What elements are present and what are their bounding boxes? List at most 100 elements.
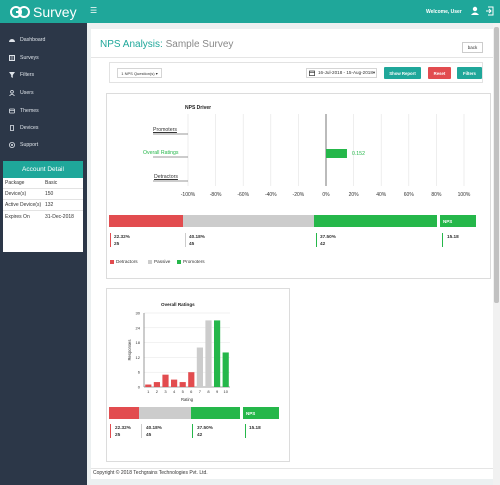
dashboard-icon — [9, 39, 15, 42]
sidebar-item-users[interactable]: Users — [0, 87, 87, 99]
divider — [91, 468, 493, 469]
x-tick-label: 9 — [216, 389, 219, 394]
account-row-value: 132 — [45, 202, 54, 208]
overall-ratings-card: Overall Ratings 0 6 12 18 24 30 1 2 3 4 5 6 7 8 9 10 Rati… — [106, 288, 290, 462]
legend-swatch — [177, 259, 181, 264]
sidebar-item-surveys[interactable]: Surveys — [0, 52, 87, 64]
x-tick-label: -60% — [237, 192, 249, 198]
y-tick-label: 18 — [136, 340, 141, 345]
x-tick-label: 8 — [207, 389, 210, 394]
account-row: Device(s) 150 — [3, 189, 83, 200]
y-tick-label: 12 — [136, 355, 141, 360]
x-tick-label: 20% — [349, 192, 360, 198]
date-range-value: 16-Jul-2018 - 15-Aug-2018▾ — [318, 70, 376, 75]
passive-pct: 40.18% — [146, 425, 162, 430]
account-row-value: 150 — [45, 191, 54, 197]
x-tick-label: -20% — [293, 192, 305, 198]
rating-bar — [171, 379, 178, 387]
app-logo[interactable]: Survey — [10, 3, 77, 20]
user-icon[interactable] — [469, 5, 481, 17]
detractors-segment — [109, 215, 183, 227]
themes-icon — [9, 108, 15, 114]
scrollbar-thumb[interactable] — [494, 27, 499, 303]
sidebar: Dashboard Surveys Filters Users Themes D… — [0, 23, 87, 485]
account-row: Package Basic — [3, 178, 83, 189]
y-tick-label: 0 — [138, 385, 141, 390]
x-tick-label: 6 — [190, 389, 193, 394]
filters-button[interactable]: Filters — [457, 67, 482, 79]
x-axis-label: Rating — [181, 397, 194, 402]
passive-count: 45 — [146, 432, 152, 437]
legend-swatch — [148, 259, 152, 264]
x-tick-label: -100% — [181, 192, 196, 198]
page-scrollbar[interactable] — [493, 23, 500, 485]
x-tick-label: 1 — [147, 389, 150, 394]
sidebar-item-label: Devices — [20, 125, 39, 131]
passive-stat: 40.18% 45 — [189, 233, 205, 247]
stat-marker — [110, 233, 111, 247]
x-tick-label: 100% — [458, 192, 471, 198]
calendar-icon — [309, 70, 315, 76]
devices-icon — [10, 125, 14, 131]
logout-icon[interactable] — [485, 5, 497, 17]
passive-segment — [183, 215, 314, 227]
legend-passive: Passive — [148, 259, 170, 264]
passive-stat: 40.18% 45 — [146, 424, 162, 438]
chart-title: NPS Driver — [185, 105, 212, 111]
x-tick-label: 5 — [182, 389, 185, 394]
category-label-detractors: Detractors — [154, 174, 178, 180]
x-tick-label: 60% — [404, 192, 415, 198]
legend-label: Passive — [154, 259, 171, 264]
account-row-label: Package — [5, 180, 25, 186]
date-range-picker[interactable]: 16-Jul-2018 - 15-Aug-2018▾ — [306, 68, 377, 78]
detractors-segment — [109, 407, 139, 419]
footer-copyright: Copyright © 2018 Techgrains Technologies… — [93, 470, 208, 476]
back-button[interactable]: back — [462, 42, 483, 53]
nps-value: 15.18 — [249, 425, 261, 430]
nps-segment: NPS — [243, 407, 279, 419]
menu-toggle-icon[interactable]: ☰ — [90, 6, 98, 15]
nps-driver-card: NPS Driver Promoters Overall Ratings Det… — [106, 93, 491, 279]
promoters-count: 42 — [320, 241, 326, 246]
account-row-label: Active Device(s) — [5, 202, 42, 208]
category-label-promoters: Promoters — [153, 127, 177, 133]
legend-label: Promoters — [183, 259, 205, 264]
detractors-pct: 22.32% — [114, 234, 130, 239]
detractors-pct: 22.32% — [115, 425, 131, 430]
sidebar-item-themes[interactable]: Themes — [0, 105, 87, 117]
sidebar-item-label: Dashboard — [20, 37, 46, 43]
y-tick-label: 24 — [136, 325, 141, 330]
detractors-stat: 22.32% 25 — [114, 233, 130, 247]
sidebar-item-dashboard[interactable]: Dashboard — [0, 34, 87, 46]
rating-bar — [188, 372, 195, 387]
stat-marker — [442, 233, 443, 247]
sidebar-item-label: Support — [20, 142, 39, 148]
filter-icon — [9, 72, 15, 78]
chart-title: Overall Ratings — [161, 302, 195, 307]
account-row-value: 31-Dec-2018 — [45, 213, 74, 220]
show-report-button[interactable]: Show Report — [384, 67, 421, 79]
page-title-prefix: NPS Analysis: — [100, 39, 163, 50]
account-detail-title: Account Detail — [3, 161, 83, 178]
account-row: Active Device(s) 132 — [3, 200, 83, 211]
surveys-icon — [9, 55, 15, 61]
detractors-count: 25 — [114, 241, 120, 246]
driver-bar — [326, 149, 347, 158]
reset-button[interactable]: Reset — [428, 67, 451, 79]
y-tick-label: 6 — [138, 370, 141, 375]
question-select[interactable]: 1 NPS Question(s) ▾ — [117, 68, 162, 78]
rating-bar — [214, 320, 221, 387]
x-tick-label: 80% — [431, 192, 442, 198]
x-tick-label: 10 — [223, 389, 228, 394]
x-tick-label: 40% — [376, 192, 387, 198]
nps-driver-chart: -100% -80% -60% -40% -20% 0% 20% 40% 60% 80% 100% 0… — [153, 114, 471, 198]
stat-marker — [141, 424, 142, 438]
sidebar-item-support[interactable]: Support — [0, 139, 87, 151]
account-detail-panel: Account Detail Package Basic Device(s) 1… — [3, 161, 83, 252]
promoters-count: 42 — [197, 432, 203, 437]
sidebar-item-filters[interactable]: Filters — [0, 69, 87, 81]
rating-bar — [153, 382, 160, 387]
x-tick-label: -80% — [210, 192, 222, 198]
stat-marker — [316, 233, 317, 247]
sidebar-item-devices[interactable]: Devices — [0, 122, 87, 134]
